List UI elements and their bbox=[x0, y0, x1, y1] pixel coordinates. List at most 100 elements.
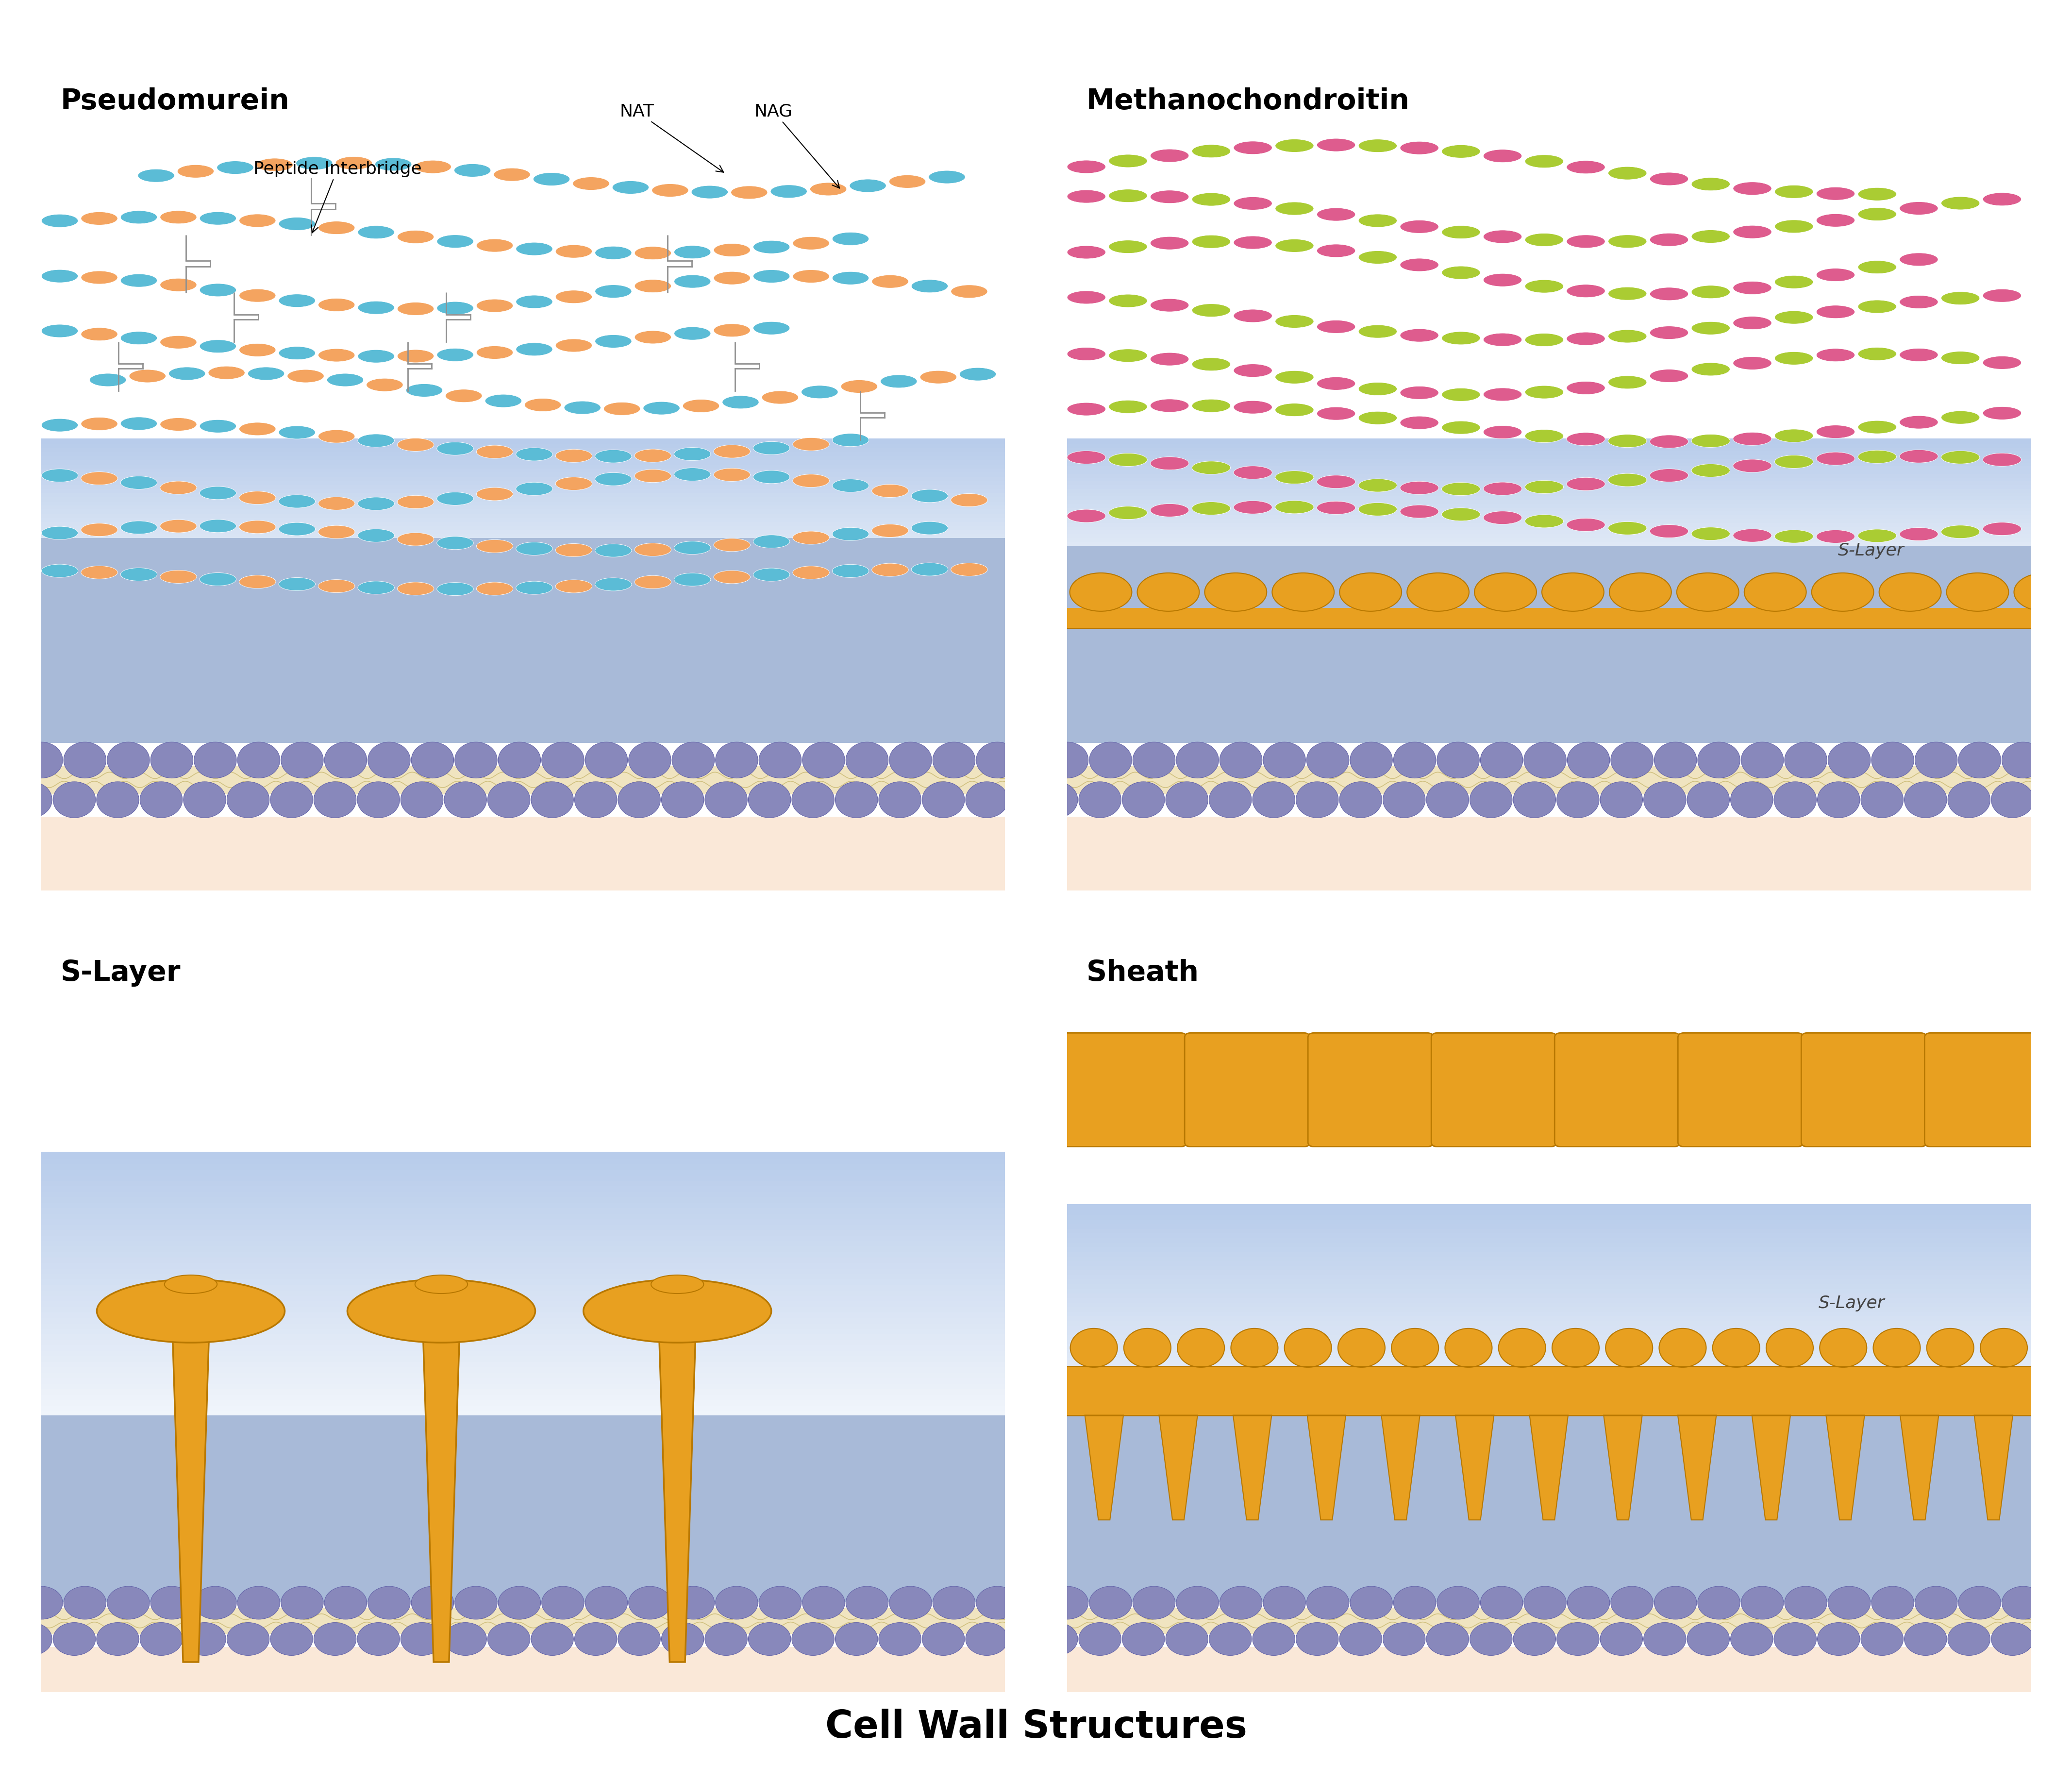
Ellipse shape bbox=[54, 782, 95, 817]
Ellipse shape bbox=[794, 438, 829, 451]
Bar bbox=[1067, 1241, 2031, 1247]
Ellipse shape bbox=[1401, 221, 1438, 233]
Ellipse shape bbox=[835, 1622, 879, 1656]
Bar bbox=[1067, 525, 2031, 531]
Ellipse shape bbox=[1318, 321, 1355, 333]
Ellipse shape bbox=[595, 543, 632, 557]
Bar bbox=[1067, 1329, 2031, 1336]
Ellipse shape bbox=[1732, 529, 1772, 541]
Ellipse shape bbox=[238, 743, 280, 778]
Ellipse shape bbox=[516, 581, 553, 595]
Ellipse shape bbox=[1774, 531, 1813, 543]
Ellipse shape bbox=[477, 488, 514, 500]
Ellipse shape bbox=[912, 522, 949, 534]
Ellipse shape bbox=[375, 159, 412, 171]
Bar bbox=[41, 593, 1005, 600]
Ellipse shape bbox=[209, 367, 244, 379]
Bar bbox=[41, 470, 1005, 477]
Text: S-Layer: S-Layer bbox=[1838, 541, 1904, 559]
Ellipse shape bbox=[400, 1622, 443, 1656]
Ellipse shape bbox=[1394, 743, 1436, 778]
Ellipse shape bbox=[673, 541, 711, 554]
Ellipse shape bbox=[1817, 187, 1854, 199]
Bar bbox=[1067, 1346, 2031, 1354]
Ellipse shape bbox=[661, 1622, 704, 1656]
Ellipse shape bbox=[1745, 573, 1807, 611]
Ellipse shape bbox=[81, 524, 118, 536]
Ellipse shape bbox=[358, 349, 394, 363]
Ellipse shape bbox=[437, 492, 474, 506]
Bar bbox=[1067, 499, 2031, 504]
Bar bbox=[41, 488, 1005, 493]
Ellipse shape bbox=[1067, 160, 1106, 173]
Ellipse shape bbox=[358, 301, 394, 313]
Ellipse shape bbox=[1401, 481, 1438, 495]
Ellipse shape bbox=[1817, 214, 1854, 226]
Ellipse shape bbox=[634, 331, 671, 344]
Ellipse shape bbox=[1691, 322, 1730, 335]
Ellipse shape bbox=[1983, 522, 2022, 536]
Ellipse shape bbox=[1676, 573, 1738, 611]
Ellipse shape bbox=[1941, 451, 1979, 463]
Ellipse shape bbox=[81, 566, 118, 579]
Bar bbox=[1067, 479, 2031, 484]
Ellipse shape bbox=[1817, 426, 1854, 438]
Ellipse shape bbox=[595, 246, 632, 260]
Ellipse shape bbox=[1608, 235, 1647, 248]
Ellipse shape bbox=[120, 417, 157, 429]
Ellipse shape bbox=[653, 183, 688, 198]
Ellipse shape bbox=[41, 527, 79, 540]
Ellipse shape bbox=[634, 280, 671, 292]
Bar bbox=[1067, 620, 2031, 625]
FancyBboxPatch shape bbox=[1185, 1033, 1310, 1147]
Ellipse shape bbox=[160, 570, 197, 584]
Ellipse shape bbox=[367, 378, 404, 392]
Ellipse shape bbox=[160, 335, 197, 349]
Ellipse shape bbox=[120, 476, 157, 490]
Ellipse shape bbox=[327, 374, 363, 386]
Ellipse shape bbox=[634, 575, 671, 588]
Bar bbox=[41, 536, 1005, 541]
Ellipse shape bbox=[41, 324, 79, 337]
Ellipse shape bbox=[1740, 743, 1784, 778]
Ellipse shape bbox=[151, 743, 193, 778]
Ellipse shape bbox=[758, 1587, 802, 1619]
Text: Sheath: Sheath bbox=[1086, 958, 1200, 987]
Ellipse shape bbox=[1426, 1622, 1469, 1656]
Bar bbox=[1067, 1366, 2031, 1416]
Ellipse shape bbox=[108, 1587, 149, 1619]
Ellipse shape bbox=[184, 782, 226, 817]
Bar bbox=[41, 1168, 1005, 1175]
Ellipse shape bbox=[238, 422, 276, 436]
Ellipse shape bbox=[238, 344, 276, 356]
Ellipse shape bbox=[228, 1622, 269, 1656]
Bar bbox=[1067, 1250, 2031, 1256]
Ellipse shape bbox=[437, 442, 474, 456]
Ellipse shape bbox=[932, 1587, 976, 1619]
Ellipse shape bbox=[574, 1622, 617, 1656]
Ellipse shape bbox=[1653, 1587, 1697, 1619]
Ellipse shape bbox=[872, 274, 908, 289]
Bar bbox=[1067, 559, 2031, 565]
Ellipse shape bbox=[358, 226, 394, 239]
Ellipse shape bbox=[1484, 426, 1521, 438]
Ellipse shape bbox=[845, 1587, 889, 1619]
Ellipse shape bbox=[1691, 230, 1730, 242]
Bar bbox=[1067, 547, 2031, 743]
Ellipse shape bbox=[454, 1587, 497, 1619]
Ellipse shape bbox=[595, 335, 632, 347]
Bar bbox=[1067, 1256, 2031, 1261]
Ellipse shape bbox=[713, 468, 750, 481]
Ellipse shape bbox=[872, 484, 908, 497]
Ellipse shape bbox=[651, 1275, 704, 1293]
Ellipse shape bbox=[81, 417, 118, 431]
Bar bbox=[1067, 1282, 2031, 1289]
Bar bbox=[1067, 502, 2031, 508]
Text: Peptide Interbridge: Peptide Interbridge bbox=[253, 160, 423, 233]
Bar bbox=[41, 1475, 1005, 1482]
Bar bbox=[1067, 1425, 2031, 1432]
Polygon shape bbox=[1382, 1416, 1419, 1519]
Ellipse shape bbox=[1566, 331, 1606, 346]
Bar bbox=[41, 463, 1005, 468]
Ellipse shape bbox=[1401, 417, 1438, 429]
